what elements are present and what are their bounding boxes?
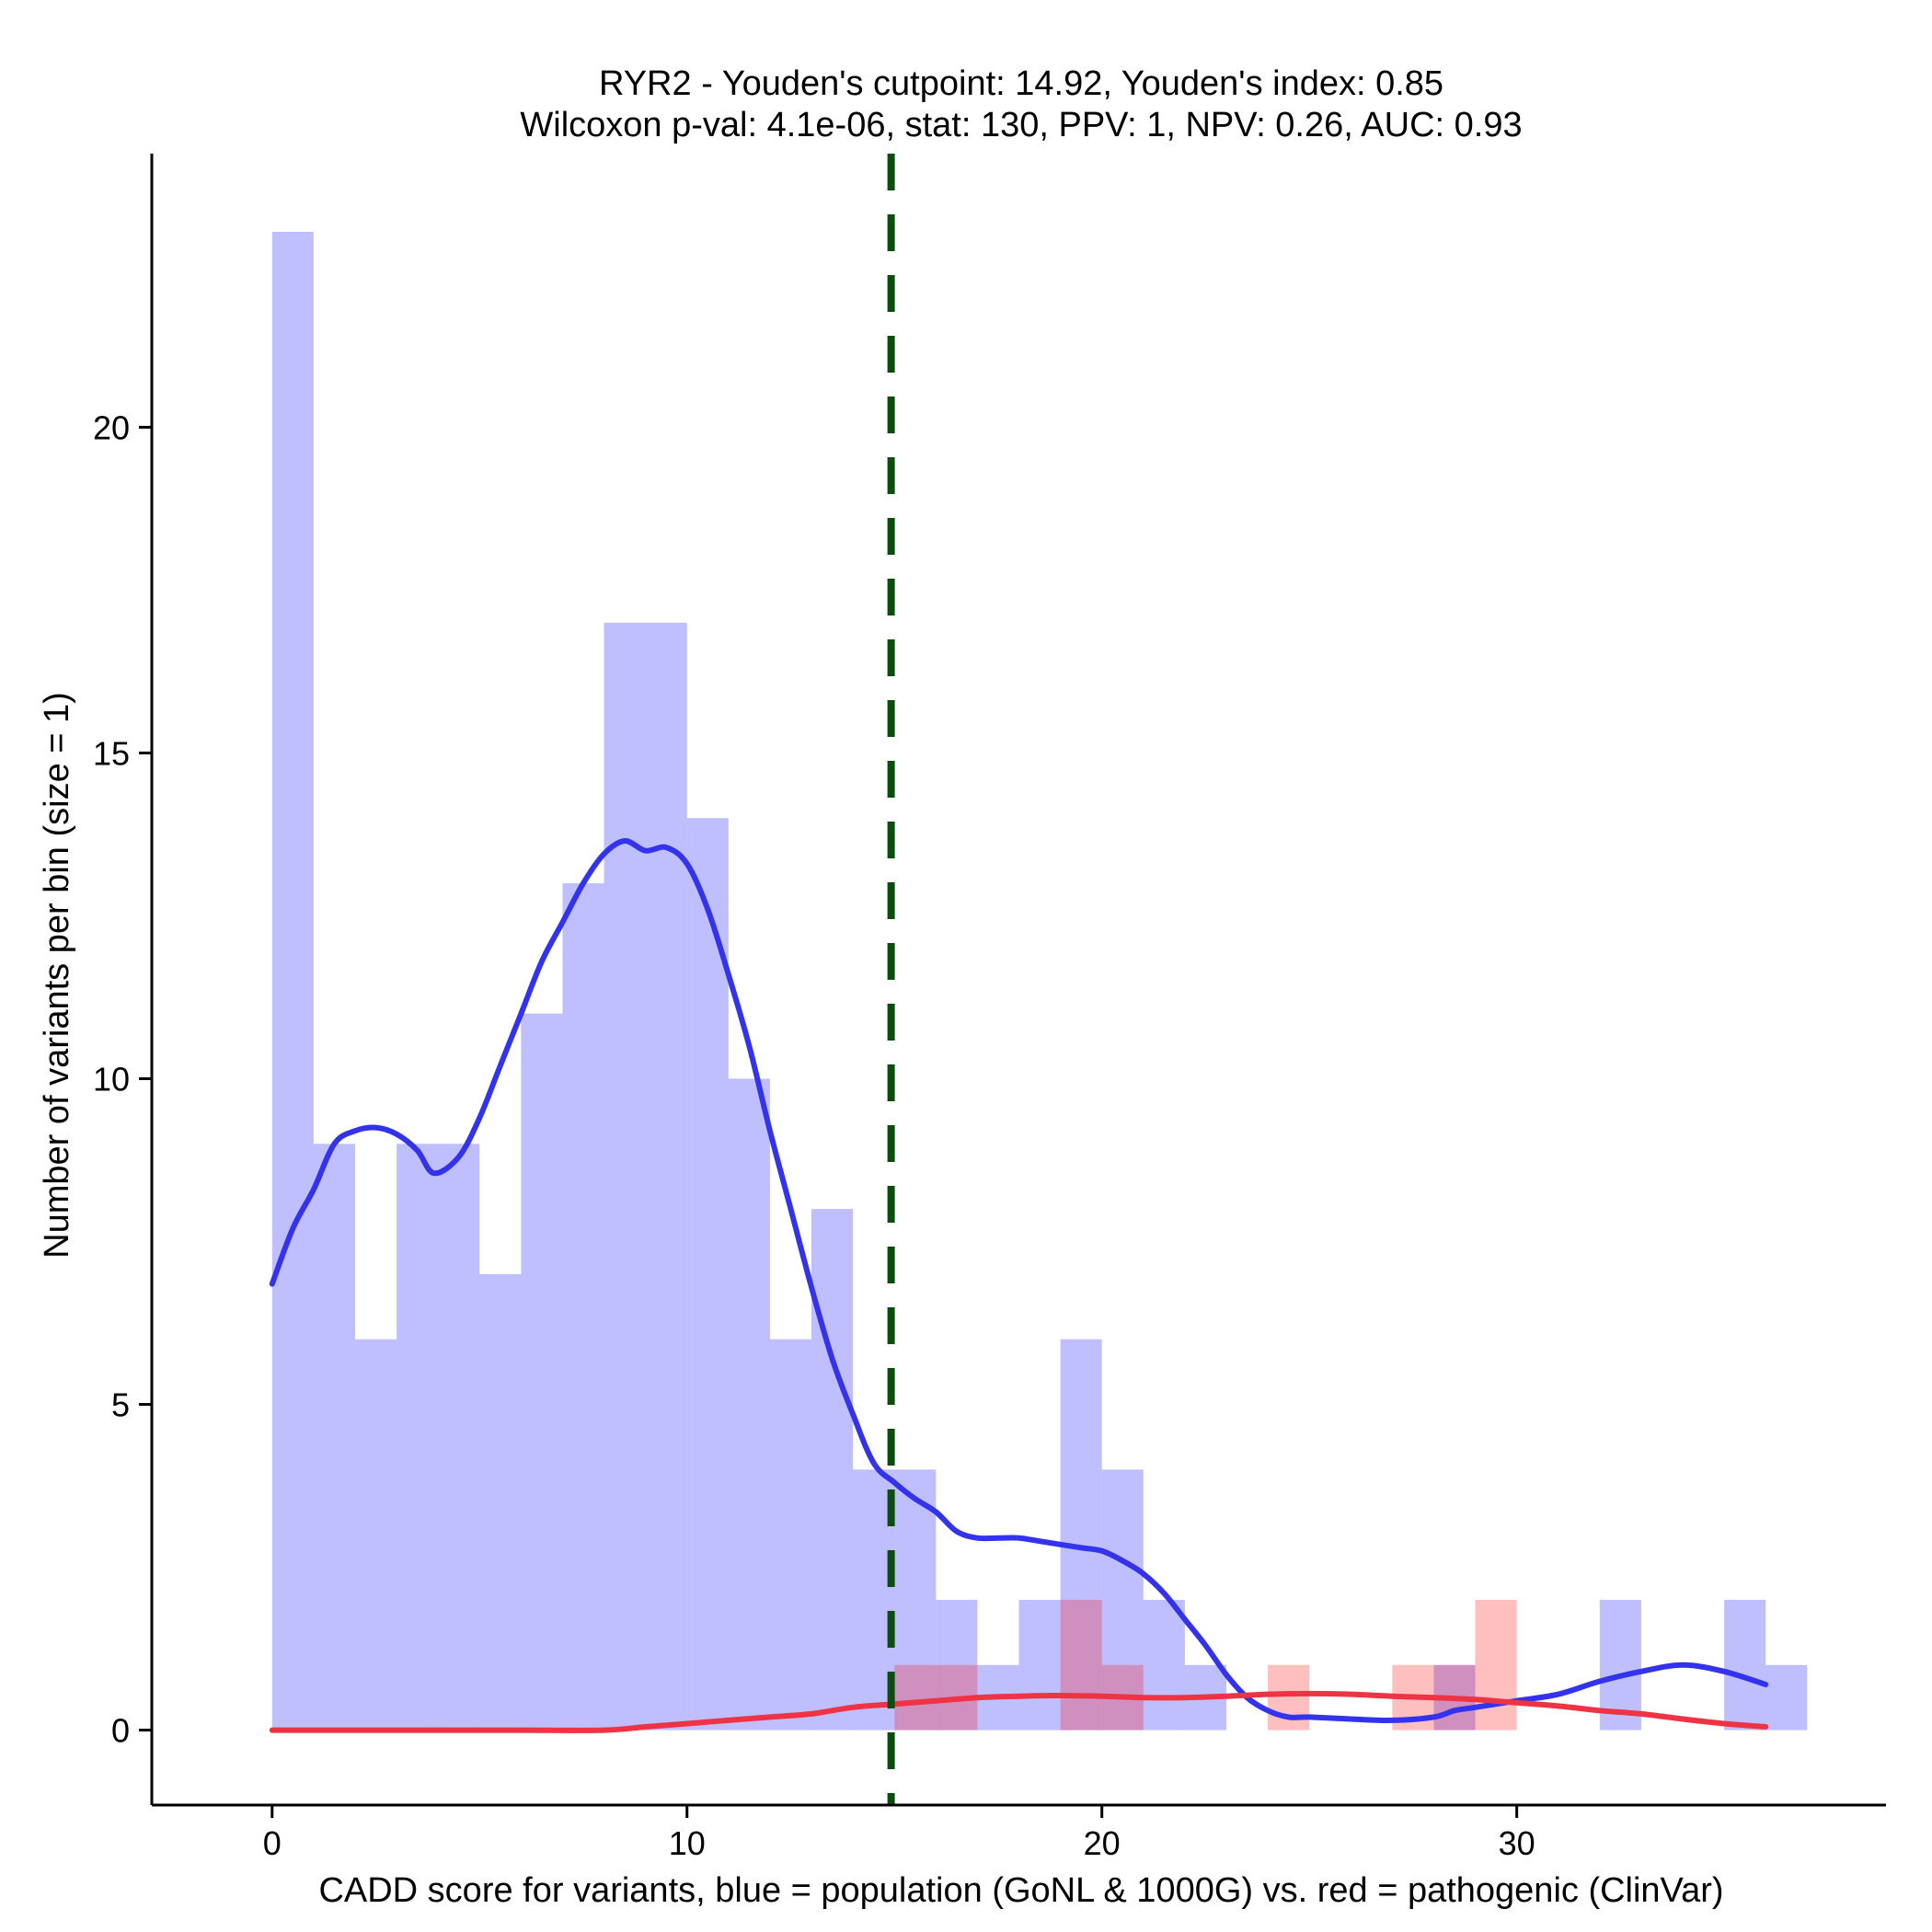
- population-bars: [271, 231, 1808, 1731]
- population-bar: [1101, 1469, 1144, 1731]
- population-bar: [562, 883, 604, 1731]
- population-bar: [313, 1144, 355, 1731]
- density-curves: [269, 838, 1769, 1733]
- pathogenic-bar: [1060, 1599, 1102, 1731]
- pathogenic-bar: [894, 1664, 937, 1731]
- population-bar: [769, 1339, 812, 1731]
- chart-title-line-1: RYR2 - Youden's cutpoint: 14.92, Youden'…: [599, 64, 1443, 103]
- y-tick-label: 5: [111, 1386, 130, 1424]
- x-tick-label: 30: [1499, 1824, 1535, 1862]
- population-bar: [604, 622, 646, 1731]
- population-bar: [1724, 1599, 1766, 1731]
- chart-title-line-2: Wilcoxon p-val: 4.1e-06, stat: 130, PPV:…: [520, 106, 1522, 144]
- population-bar: [354, 1339, 397, 1731]
- population-bar: [1143, 1599, 1185, 1731]
- population-density-line: [269, 838, 1769, 1723]
- pathogenic-bar: [1268, 1664, 1310, 1731]
- pathogenic-density-line: [269, 1690, 1769, 1733]
- y-tick-label: 20: [93, 408, 130, 446]
- population-bar: [1060, 1339, 1102, 1731]
- x-tick-label: 20: [1084, 1824, 1121, 1862]
- population-bar: [271, 231, 314, 1731]
- population-bar: [479, 1273, 522, 1731]
- pathogenic-bar: [1475, 1599, 1517, 1731]
- population-bar: [811, 1209, 854, 1731]
- population-bar: [1765, 1664, 1808, 1731]
- axes: [150, 154, 1886, 1807]
- y-tick-label: 15: [93, 734, 130, 772]
- population-bar: [686, 818, 729, 1731]
- population-bar: [894, 1469, 937, 1731]
- y-tick-label: 0: [111, 1712, 130, 1750]
- y-axis-ticks: 0 5 10 15 20: [93, 408, 152, 1750]
- population-bar: [438, 1144, 480, 1731]
- chart-title: RYR2 - Youden's cutpoint: 14.92, Youden'…: [520, 64, 1522, 144]
- population-bar: [521, 1013, 563, 1731]
- x-axis-ticks: 0 10 20 30: [263, 1805, 1535, 1862]
- y-tick-label: 10: [93, 1060, 130, 1098]
- x-tick-label: 0: [263, 1824, 282, 1862]
- population-bar: [645, 622, 687, 1731]
- x-axis-label: CADD score for variants, blue = populati…: [318, 1871, 1723, 1910]
- y-axis-label: Number of variants per bin (size = 1): [38, 692, 76, 1259]
- population-bar: [936, 1599, 978, 1731]
- population-bar: [728, 1078, 770, 1731]
- x-tick-label: 10: [669, 1824, 706, 1862]
- population-bar: [1018, 1599, 1061, 1731]
- population-bar: [397, 1144, 439, 1731]
